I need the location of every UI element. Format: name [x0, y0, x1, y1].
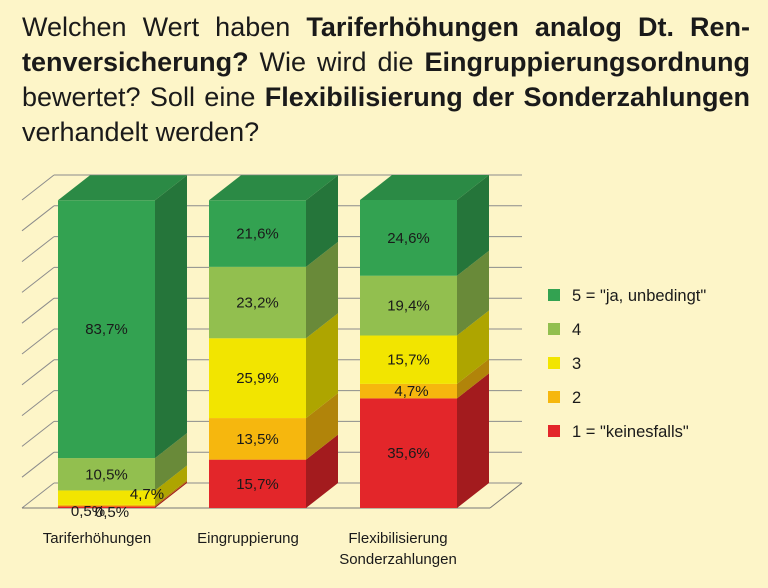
- title-part-1: Tariferhöhungen analog Dt. Ren-tenversic…: [22, 12, 750, 77]
- title-part-4: bewertet? Soll eine: [22, 82, 265, 112]
- legend-label: 1 = "keinesfalls": [572, 423, 689, 441]
- bar-segment-side: [155, 479, 187, 507]
- data-label: 23,2%: [236, 295, 279, 312]
- bar-segment-side: [306, 175, 338, 267]
- chart-title: Welchen Wert haben Tariferhöhungen analo…: [22, 10, 750, 150]
- legend-swatch: [548, 289, 560, 301]
- category-labels: Tariferhöhungen Eingruppierung Flexibilisi…: [43, 530, 457, 568]
- data-label: 35,6%: [387, 445, 430, 462]
- gridline-side: [21, 297, 55, 324]
- bar-segment-side: [155, 175, 187, 459]
- bar-segment-side: [457, 175, 489, 276]
- data-label: 21,6%: [236, 226, 279, 243]
- data-label: 19,4%: [387, 298, 430, 315]
- bar-segment-front: [360, 383, 457, 399]
- legend-swatch: [548, 357, 560, 369]
- gridline-side: [21, 482, 55, 509]
- data-label: 0,5%: [95, 504, 129, 521]
- bar-segment-front: [58, 458, 155, 491]
- data-labels: 0,5%0,5%4,7%10,5%83,7%15,7%13,5%25,9%23,…: [71, 226, 430, 521]
- bar-top-face: [58, 175, 187, 201]
- bar-segment-front: [58, 200, 155, 459]
- data-label: 4,7%: [394, 383, 428, 400]
- bar-segment-front: [58, 490, 155, 505]
- data-label: 15,7%: [387, 352, 430, 369]
- legend-label: 5 = "ja, unbedingt": [572, 287, 706, 305]
- floor-right-edge: [489, 482, 523, 509]
- gridline-side: [21, 451, 55, 478]
- bar-segment-side: [306, 393, 338, 460]
- bar-segment-front: [360, 200, 457, 276]
- bar-segment-side: [155, 433, 187, 491]
- bar-segment-side: [155, 481, 187, 508]
- category-label: Flexibilisierung: [348, 530, 447, 547]
- legend-swatch: [548, 391, 560, 403]
- bar-segment-side: [457, 358, 489, 399]
- category-label: Eingruppierung: [197, 530, 299, 547]
- legend-label: 4: [572, 321, 581, 339]
- bar-segment-front: [58, 506, 155, 508]
- category-label: Tariferhöhungen: [43, 530, 151, 547]
- gridline-side: [21, 205, 55, 232]
- bar-top-face: [360, 175, 489, 200]
- bar-segment-side: [457, 310, 489, 384]
- legend-label: 2: [572, 389, 581, 407]
- title-part-5: Flexibilisierung der Sonderzahlungen: [264, 82, 750, 112]
- gridline-side: [21, 359, 55, 386]
- bar-segment-side: [306, 313, 338, 419]
- data-label: 10,5%: [85, 466, 128, 483]
- bar-segment-front: [209, 266, 306, 339]
- bar-segment-side: [306, 434, 338, 508]
- bar-segment-front: [209, 338, 306, 419]
- bar-segment-front: [360, 275, 457, 336]
- data-label: 24,6%: [387, 230, 430, 247]
- bar-segment-front: [209, 418, 306, 460]
- category-label: Sonderzahlungen: [339, 551, 457, 568]
- title-part-6: verhandelt werden?: [22, 117, 260, 147]
- bars: [58, 175, 489, 508]
- gridline-side: [21, 390, 55, 416]
- title-part-2: Wie wird die: [248, 47, 425, 77]
- legend-swatch: [548, 323, 560, 335]
- bar-segment-side: [306, 241, 338, 339]
- title-part-3: Eingruppierungsordnung: [424, 47, 750, 77]
- bar-top-face: [209, 175, 338, 201]
- bar-segment-front: [209, 459, 306, 508]
- data-label: 4,7%: [130, 486, 164, 503]
- legend: 5 = "ja, unbedingt" 4 3 2 1 = "keinesfalls": [548, 287, 706, 441]
- legend-swatch: [548, 425, 560, 437]
- gridline-side: [21, 267, 55, 293]
- bar-segment-side: [155, 465, 187, 505]
- gridline-side: [21, 174, 55, 201]
- bar-segment-front: [360, 398, 457, 508]
- gridline-side: [21, 328, 55, 355]
- bar-segment-side: [457, 373, 489, 508]
- bar-segment-front: [360, 335, 457, 384]
- data-label: 13,5%: [236, 431, 279, 448]
- gridline-side: [21, 236, 55, 262]
- data-label: 15,7%: [236, 476, 279, 493]
- title-part-0: Welchen Wert haben: [22, 12, 307, 42]
- bar-segment-front: [58, 504, 155, 507]
- bar-segment-side: [457, 250, 489, 336]
- data-label: 83,7%: [85, 321, 128, 338]
- data-label: 25,9%: [236, 370, 279, 387]
- legend-label: 3: [572, 355, 581, 373]
- bar-segment-front: [209, 200, 306, 267]
- data-label: 0,5%: [71, 503, 105, 520]
- gridline-side: [21, 421, 55, 447]
